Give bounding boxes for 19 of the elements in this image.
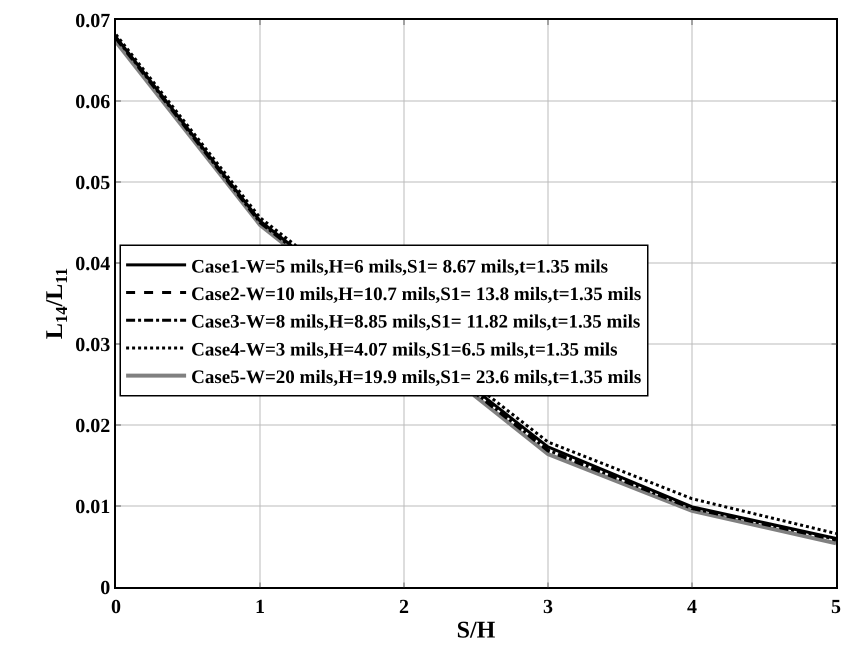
legend-label: Case3-W=8 mils,H=8.85 mils,S1= 11.82 mils,t=1.35 mils bbox=[191, 312, 640, 333]
y-tick-label: 0.04 bbox=[75, 253, 110, 275]
y-tick-label: 0.03 bbox=[75, 334, 110, 356]
x-tick-label: 3 bbox=[543, 596, 553, 618]
x-axis-title: S/H bbox=[456, 618, 496, 644]
legend-label: Case5-W=20 mils,H=19.9 mils,S1= 23.6 mils,t=1.35 mils bbox=[191, 367, 642, 388]
x-tick-label: 1 bbox=[255, 596, 265, 618]
y-tick-label: 0.05 bbox=[75, 172, 110, 194]
y-tick-label: 0 bbox=[100, 577, 110, 599]
legend-label: Case4-W=3 mils,H=4.07 mils,S1=6.5 mils,t=1.35 mils bbox=[191, 339, 618, 360]
x-tick-label: 4 bbox=[687, 596, 697, 618]
x-tick-label: 2 bbox=[399, 596, 409, 618]
x-tick-label: 5 bbox=[831, 596, 841, 618]
legend-label: Case1-W=5 mils,H=6 mils,S1= 8.67 mils,t=1.35 mils bbox=[191, 256, 608, 278]
y-tick-label: 0.07 bbox=[75, 10, 110, 32]
y-tick-label: 0.01 bbox=[75, 496, 110, 518]
legend-label: Case2-W=10 mils,H=10.7 mils,S1= 13.8 mils,t=1.35 mils bbox=[191, 284, 642, 305]
y-tick-label: 0.02 bbox=[75, 415, 110, 437]
y-tick-label: 0.06 bbox=[75, 91, 110, 113]
